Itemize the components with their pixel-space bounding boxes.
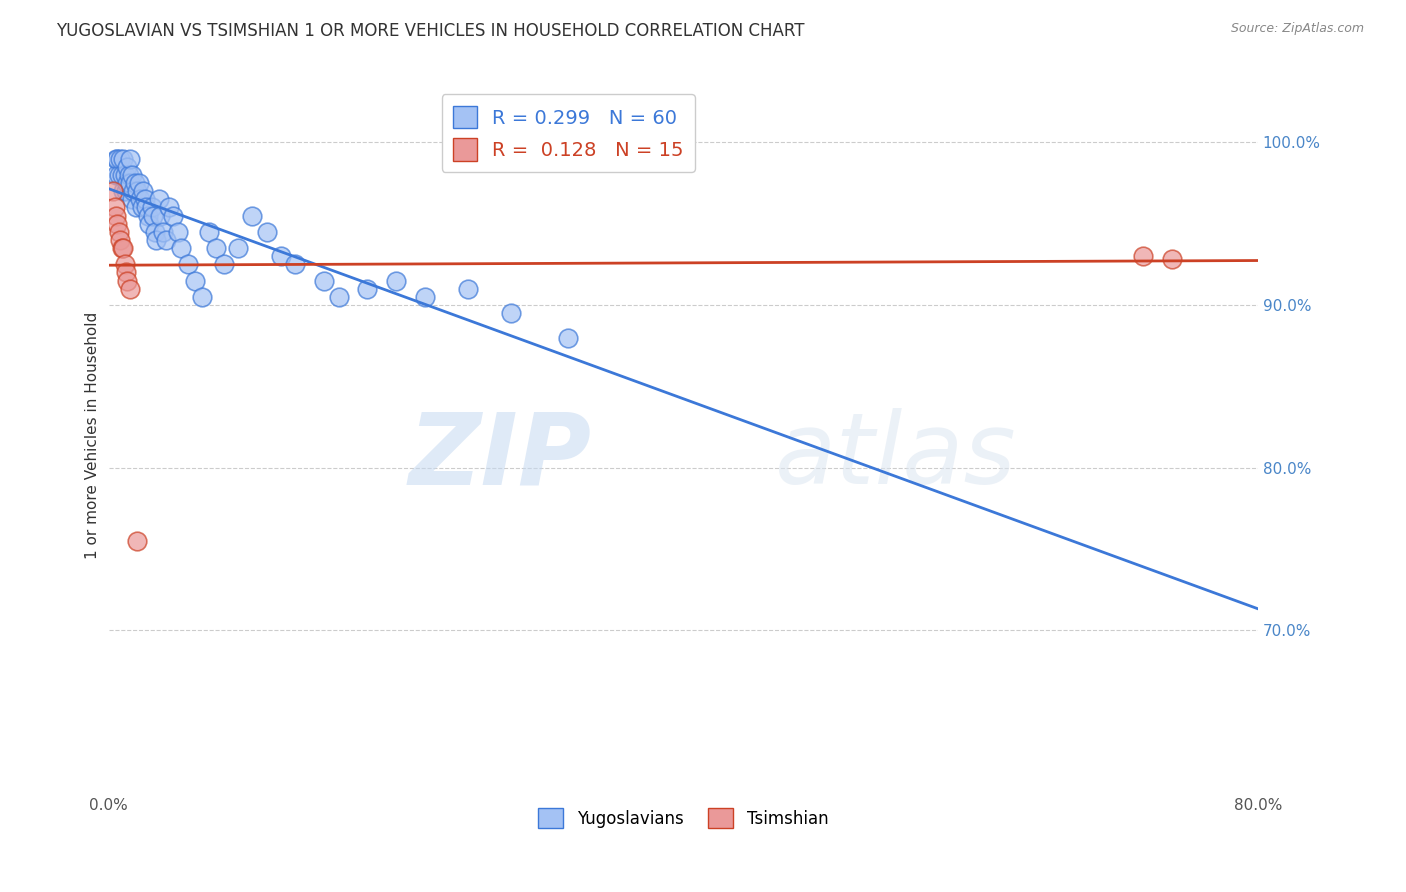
Point — [104, 168, 127, 182]
Point — [118, 168, 141, 182]
Point — [162, 209, 184, 223]
Point — [128, 176, 150, 190]
Point — [328, 290, 350, 304]
Point — [114, 168, 136, 182]
Point — [104, 209, 127, 223]
Point — [155, 233, 177, 247]
Point — [256, 225, 278, 239]
Point — [226, 241, 249, 255]
Text: ZIP: ZIP — [408, 408, 592, 505]
Point — [101, 184, 124, 198]
Point — [191, 290, 214, 304]
Point — [1160, 252, 1182, 267]
Point — [557, 330, 579, 344]
Point — [117, 274, 139, 288]
Point — [120, 176, 142, 190]
Point — [121, 168, 143, 182]
Point — [143, 225, 166, 239]
Point — [108, 168, 131, 182]
Point — [115, 184, 138, 198]
Text: atlas: atlas — [775, 408, 1017, 505]
Legend: Yugoslavians, Tsimshian: Yugoslavians, Tsimshian — [531, 802, 835, 834]
Point — [413, 290, 436, 304]
Point — [177, 257, 200, 271]
Point — [385, 274, 408, 288]
Point — [124, 176, 146, 190]
Point — [205, 241, 228, 255]
Point — [105, 152, 128, 166]
Point — [112, 241, 135, 255]
Point — [141, 201, 163, 215]
Y-axis label: 1 or more Vehicles in Household: 1 or more Vehicles in Household — [86, 311, 100, 558]
Point — [142, 209, 165, 223]
Point — [117, 160, 139, 174]
Point — [121, 192, 143, 206]
Point — [356, 282, 378, 296]
Point — [105, 217, 128, 231]
Point — [115, 265, 138, 279]
Point — [112, 152, 135, 166]
Point — [122, 184, 145, 198]
Point — [120, 152, 142, 166]
Point — [129, 192, 152, 206]
Point — [198, 225, 221, 239]
Point — [117, 176, 139, 190]
Point — [112, 184, 135, 198]
Point — [284, 257, 307, 271]
Point — [125, 201, 148, 215]
Point — [157, 201, 180, 215]
Point — [242, 209, 264, 223]
Point — [111, 241, 134, 255]
Point — [135, 201, 157, 215]
Point — [103, 201, 125, 215]
Point — [104, 152, 127, 166]
Point — [131, 201, 153, 215]
Point — [270, 249, 292, 263]
Point — [166, 225, 188, 239]
Text: Source: ZipAtlas.com: Source: ZipAtlas.com — [1230, 22, 1364, 36]
Point — [120, 282, 142, 296]
Point — [457, 282, 479, 296]
Point — [108, 225, 131, 239]
Point — [134, 192, 156, 206]
Point — [145, 233, 167, 247]
Point — [212, 257, 235, 271]
Point — [152, 225, 174, 239]
Point — [314, 274, 336, 288]
Point — [127, 533, 149, 548]
Point — [138, 217, 160, 231]
Point — [114, 257, 136, 271]
Point — [111, 168, 134, 182]
Point — [1132, 249, 1154, 263]
Point — [110, 233, 132, 247]
Point — [132, 184, 155, 198]
Text: YUGOSLAVIAN VS TSIMSHIAN 1 OR MORE VEHICLES IN HOUSEHOLD CORRELATION CHART: YUGOSLAVIAN VS TSIMSHIAN 1 OR MORE VEHIC… — [56, 22, 804, 40]
Point — [127, 184, 149, 198]
Point — [169, 241, 191, 255]
Point — [110, 152, 132, 166]
Point — [148, 192, 170, 206]
Point — [499, 306, 522, 320]
Point — [136, 209, 159, 223]
Point — [149, 209, 172, 223]
Point — [184, 274, 207, 288]
